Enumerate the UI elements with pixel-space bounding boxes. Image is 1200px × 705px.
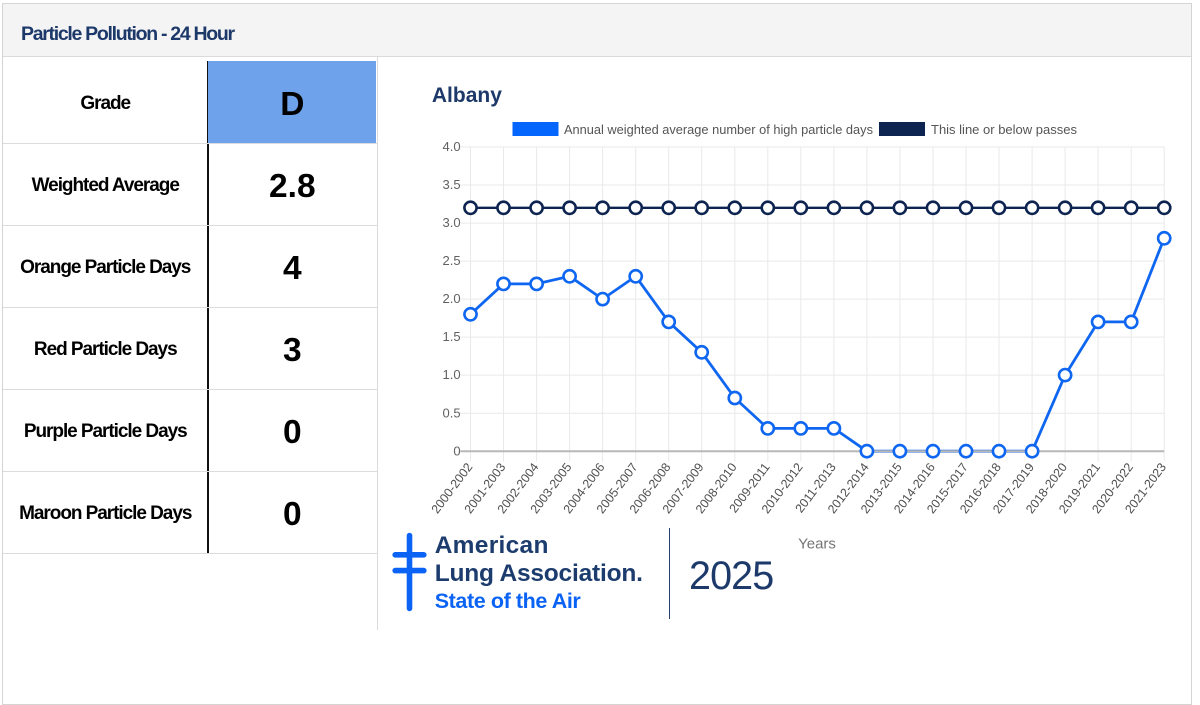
svg-text:0.5: 0.5 bbox=[443, 405, 461, 420]
svg-text:3.5: 3.5 bbox=[443, 177, 461, 192]
svg-text:4.0: 4.0 bbox=[443, 139, 461, 154]
svg-text:0: 0 bbox=[453, 443, 460, 458]
svg-text:Annual weighted average number: Annual weighted average number of high p… bbox=[564, 122, 873, 137]
svg-text:2.5: 2.5 bbox=[443, 253, 461, 268]
svg-text:Years: Years bbox=[798, 536, 836, 553]
svg-text:This line or below passes: This line or below passes bbox=[931, 122, 1077, 137]
svg-text:1.0: 1.0 bbox=[443, 367, 461, 382]
svg-text:1.5: 1.5 bbox=[443, 329, 461, 344]
svg-text:3.0: 3.0 bbox=[443, 215, 461, 230]
svg-text:2.0: 2.0 bbox=[443, 291, 461, 306]
